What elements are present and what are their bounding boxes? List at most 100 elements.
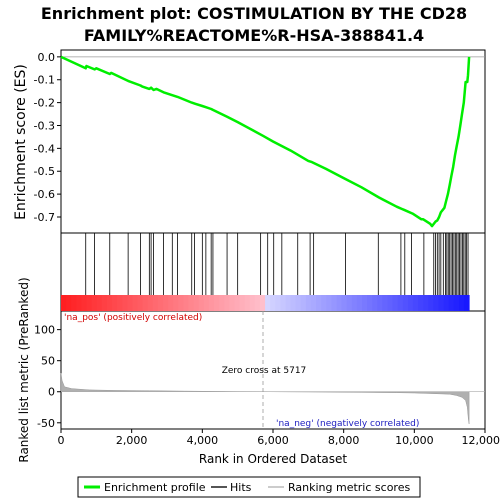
heatmap-cell — [265, 295, 271, 311]
heatmap-cell — [127, 295, 133, 311]
heatmap-cell — [428, 295, 434, 311]
ranked-metric-series — [60, 373, 470, 425]
heatmap-cell — [61, 295, 67, 311]
heatmap-cell — [412, 295, 419, 311]
enrichment-profile-line — [60, 55, 471, 228]
es-tick-label: -0.1 — [34, 74, 55, 87]
x-tick-label: 6,000 — [257, 434, 289, 447]
hit-markers — [85, 233, 469, 295]
heatmap-cell — [132, 295, 139, 311]
heatmap-cell — [453, 295, 460, 311]
es-y-axis-label: Enrichment score (ES) — [13, 64, 29, 220]
metric-y-axis-label: Ranked list metric (PreRanked) — [17, 277, 31, 462]
es-tick-label: -0.6 — [34, 188, 55, 201]
heatmap-cell — [351, 295, 358, 311]
heatmap-cell — [76, 295, 82, 311]
heatmap-cell — [86, 295, 93, 311]
x-axis-ticks: 0 2,000 4,000 6,000 8,000 10,000 12,000 — [58, 429, 500, 447]
heatmap-cell — [142, 295, 149, 311]
x-tick-label: 2,000 — [116, 434, 148, 447]
heatmap-cell — [193, 295, 200, 311]
heatmap-cell — [259, 295, 266, 311]
heatmap-cell — [270, 295, 276, 311]
es-tick-label: 0.0 — [38, 51, 56, 64]
heatmap-cell — [229, 295, 235, 311]
heatmap-cell — [443, 295, 450, 311]
heatmap-cell — [300, 295, 307, 311]
es-tick-label: -0.5 — [34, 165, 55, 178]
legend-metric-label: Ranking metric scores — [288, 481, 410, 494]
heatmap-cell — [66, 295, 72, 311]
heatmap-cell — [249, 295, 256, 311]
x-tick-label: 4,000 — [187, 434, 219, 447]
x-tick-label: 12,000 — [462, 434, 500, 447]
heatmap-cell — [117, 295, 123, 311]
heatmap-cell — [101, 295, 108, 311]
ranked-metric-area — [60, 311, 485, 429]
heatmap-cell — [326, 295, 332, 311]
es-tick-label: -0.3 — [34, 119, 55, 132]
heatmap-cell — [219, 295, 225, 311]
heatmap-cell — [316, 295, 322, 311]
legend-profile-label: Enrichment profile — [104, 481, 206, 494]
es-y-ticks: 0.0 -0.1 -0.2 -0.3 -0.4 -0.5 -0.6 -0.7 — [34, 51, 61, 224]
heatmap-cell — [367, 295, 373, 311]
heatmap-cell — [336, 295, 343, 311]
heatmap-cell — [178, 295, 184, 311]
metric-tick-label: -50 — [37, 417, 55, 430]
heatmap-cell — [346, 295, 353, 311]
heatmap-cell — [168, 295, 174, 311]
heatmap-cell — [183, 295, 190, 311]
metric-y-ticks: 100 50 0 -50 — [34, 324, 61, 430]
heatmap-cell — [244, 295, 251, 311]
heatmap-cell — [285, 295, 292, 311]
neg-correlated-label: 'na_neg' (negatively correlated) — [276, 419, 419, 429]
heatmap-cell — [173, 295, 179, 311]
heatmap-cell — [387, 295, 394, 311]
heatmap-cell — [433, 295, 439, 311]
heatmap-cell — [234, 295, 241, 311]
heatmap-cell — [152, 295, 159, 311]
heatmap-cell — [71, 295, 77, 311]
heatmap-cell — [438, 295, 445, 311]
heatmap-cell — [157, 295, 164, 311]
heatmap-cell — [81, 295, 88, 311]
heatmap-cell — [198, 295, 205, 311]
heatmap-cell — [214, 295, 220, 311]
heatmap-cell — [423, 295, 429, 311]
heatmap-cell — [275, 295, 281, 311]
metric-tick-label: 100 — [34, 324, 55, 337]
heatmap-cell — [397, 295, 404, 311]
x-axis-label: Rank in Ordered Dataset — [199, 452, 347, 466]
heatmap-cell — [448, 295, 455, 311]
es-tick-label: -0.7 — [34, 211, 55, 224]
legend-hits-label: Hits — [230, 481, 252, 494]
heatmap-cell — [112, 295, 118, 311]
heatmap-cell — [418, 295, 424, 311]
heatmap-cell — [91, 295, 98, 311]
heatmap-cell — [382, 295, 388, 311]
metric-tick-label: 0 — [48, 386, 55, 399]
heatmap-cell — [254, 295, 261, 311]
zero-cross-label: Zero cross at 5717 — [222, 366, 307, 376]
ranking-heatmap-bar — [61, 295, 470, 311]
heatmap-cell — [310, 295, 317, 311]
es-tick-label: -0.2 — [34, 97, 55, 110]
heatmap-cell — [203, 295, 210, 311]
heatmap-cell — [407, 295, 414, 311]
heatmap-cell — [341, 295, 348, 311]
heatmap-cell — [239, 295, 246, 311]
heatmap-cell — [280, 295, 286, 311]
x-tick-label: 10,000 — [395, 434, 434, 447]
heatmap-cell — [208, 295, 215, 311]
heatmap-cell — [305, 295, 312, 311]
heatmap-cell — [361, 295, 368, 311]
heatmap-cell — [402, 295, 409, 311]
heatmap-cell — [321, 295, 327, 311]
chart-title-line2: FAMILY%REACTOME%R-HSA-388841.4 — [84, 26, 424, 45]
heatmap-cell — [188, 295, 195, 311]
heatmap-cell — [137, 295, 144, 311]
heatmap-cell — [290, 295, 297, 311]
enrichment-profile-series — [60, 55, 471, 228]
heatmap-cell — [96, 295, 103, 311]
